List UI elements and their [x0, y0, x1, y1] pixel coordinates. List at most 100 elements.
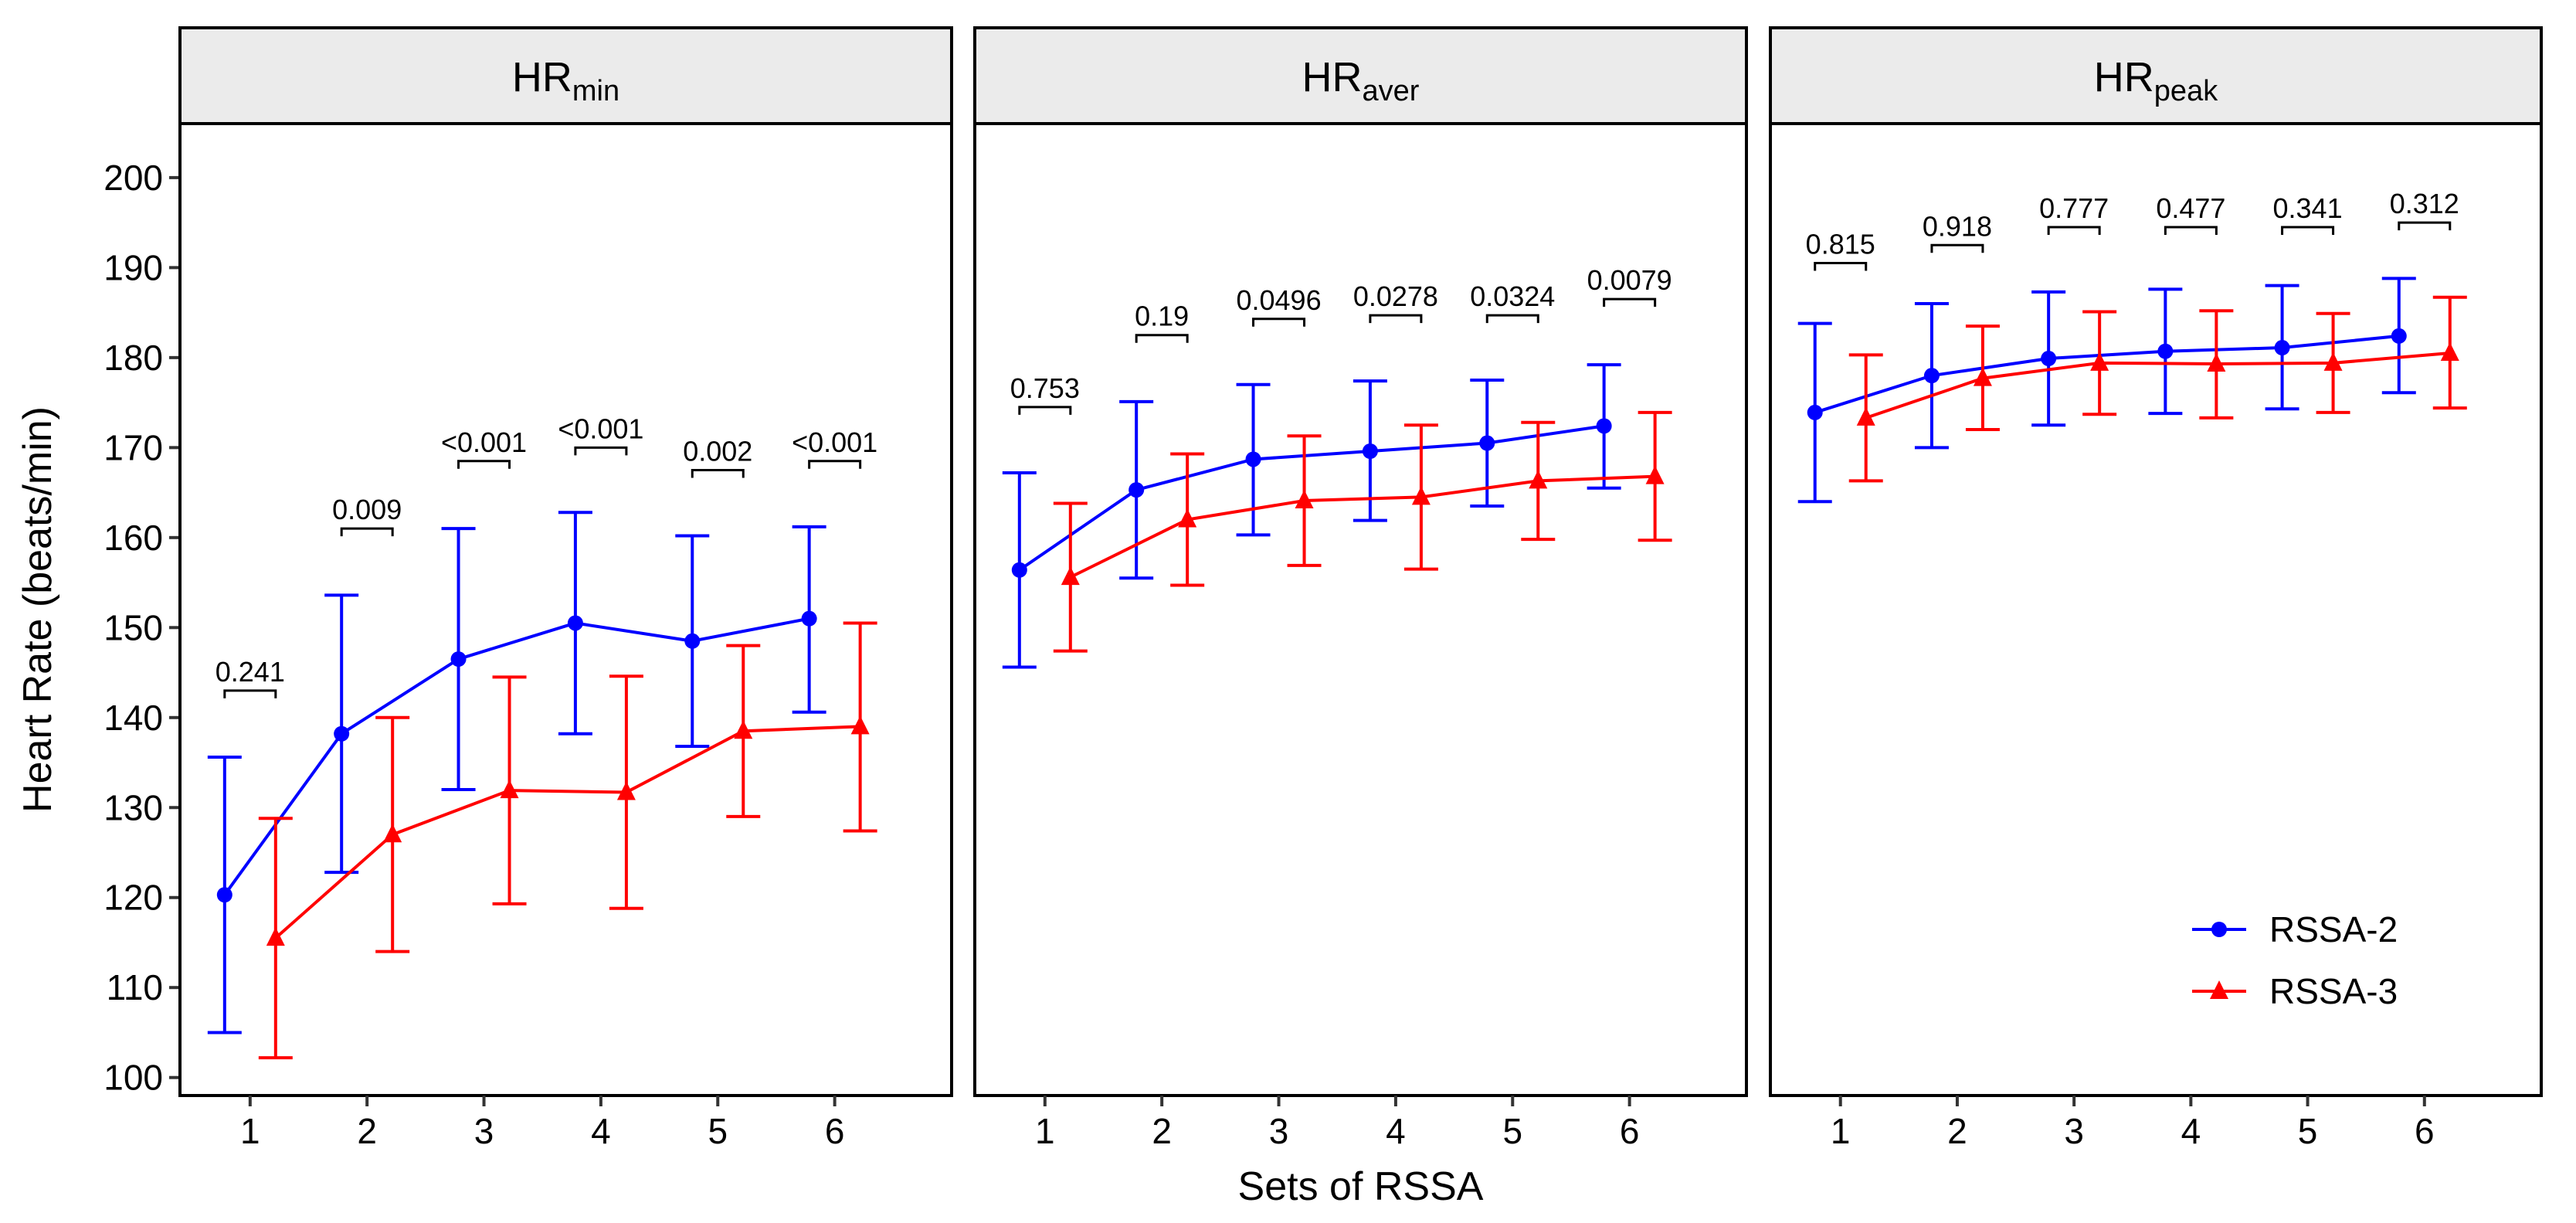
- p-value-bracket: [457, 460, 511, 469]
- p-value-bracket: [2281, 226, 2335, 235]
- facet-panel-2: HRaver 1 2 3 4 5 6 0.753 0.19 0.0496 0.0278 0.0324 0…: [973, 26, 1748, 1151]
- data-point-triangle: [383, 824, 402, 843]
- data-point-triangle: [266, 927, 285, 946]
- x-tick-label: 3: [1269, 1111, 1289, 1151]
- x-tick-label: 1: [1035, 1111, 1055, 1151]
- data-point-circle: [216, 887, 232, 903]
- facet-strip: [1769, 26, 2543, 125]
- p-value-bracket: [2164, 226, 2218, 235]
- data-point-triangle: [734, 720, 753, 739]
- facet-title-sub: min: [572, 75, 619, 107]
- data-point-circle: [2041, 351, 2057, 367]
- p-value-label: 0.777: [2039, 192, 2109, 224]
- x-tick-label: 6: [2415, 1111, 2435, 1151]
- facet-title: HRmin: [512, 54, 619, 107]
- x-tick-label: 4: [591, 1111, 611, 1151]
- y-tick-label: 110: [107, 967, 163, 1007]
- p-value-label: 0.0079: [1587, 264, 1672, 296]
- x-tick-label: 1: [1831, 1111, 1851, 1151]
- series-line-rssa-3: [1069, 474, 1655, 579]
- y-tick-label: 140: [104, 698, 163, 738]
- p-value-bracket: [691, 468, 745, 478]
- x-tick-label: 5: [2298, 1111, 2318, 1151]
- y-tick-label: 150: [104, 607, 163, 647]
- data-point-triangle: [1529, 470, 1548, 489]
- data-point-triangle: [1645, 465, 1665, 484]
- data-point-triangle: [2440, 342, 2459, 362]
- x-tick-label: 3: [2064, 1111, 2084, 1151]
- series-line-rssa-2: [1814, 334, 2399, 414]
- data-point-circle: [1596, 418, 1612, 434]
- data-point-circle: [2391, 328, 2407, 344]
- data-point-circle: [334, 725, 350, 742]
- y-tick-label: 200: [104, 158, 163, 198]
- data-point-circle: [801, 610, 817, 627]
- p-value-label: 0.19: [1135, 301, 1189, 332]
- x-tick-label: 3: [474, 1111, 494, 1151]
- panel-frame: [1769, 122, 2543, 1097]
- p-value-label: 0.0324: [1470, 280, 1555, 312]
- y-tick-label: 160: [104, 518, 163, 558]
- p-value-label: <0.001: [558, 413, 643, 444]
- data-point-circle: [1128, 482, 1145, 498]
- x-axis-title: Sets of RSSA: [1238, 1164, 1484, 1209]
- data-point-triangle: [1178, 508, 1197, 528]
- p-value-bracket: [1369, 314, 1423, 324]
- x-tick-label: 5: [708, 1111, 728, 1151]
- facet-title-sub: peak: [2154, 75, 2218, 107]
- facet-title: HRaver: [1302, 54, 1420, 107]
- data-point-circle: [684, 633, 701, 649]
- p-value-label: 0.002: [683, 435, 752, 467]
- data-point-triangle: [2323, 352, 2343, 371]
- data-point-circle: [2274, 340, 2290, 356]
- y-tick-label: 180: [104, 338, 163, 378]
- p-value-bracket: [2398, 221, 2452, 231]
- data-point-triangle: [1411, 486, 1431, 505]
- p-value-bracket: [1485, 314, 1539, 324]
- x-tick-label: 2: [1152, 1111, 1172, 1151]
- series-line-rssa-2: [223, 617, 810, 896]
- facet-panel-1: HRmin 1 2 3 4 5 6 0.241 0.009 <0.001 <0.001 0.002 <0…: [178, 26, 953, 1151]
- p-value-bracket: [223, 689, 277, 698]
- data-point-circle: [1245, 451, 1261, 467]
- data-point-triangle: [1295, 490, 1314, 509]
- data-point-triangle: [1973, 367, 1992, 386]
- legend-label: RSSA-3: [2269, 971, 2398, 1011]
- p-value-label: 0.815: [1806, 229, 1875, 260]
- legend: RSSA-2 RSSA-3: [2192, 909, 2398, 1011]
- p-value-label: 0.009: [332, 494, 402, 525]
- data-point-triangle: [2090, 352, 2109, 371]
- y-tick-label: 130: [104, 787, 163, 827]
- p-value-bracket: [1814, 262, 1868, 271]
- p-value-label: 0.0496: [1236, 284, 1321, 316]
- p-value-bracket: [340, 527, 394, 537]
- p-value-label: 0.341: [2273, 192, 2343, 224]
- x-tick-label: 4: [2181, 1111, 2201, 1151]
- data-point-circle: [2157, 343, 2174, 359]
- series-line-rssa-3: [1865, 352, 2450, 420]
- p-value-label: 0.918: [1923, 210, 1992, 242]
- data-point-circle: [567, 615, 583, 631]
- facet-panel-3: HRpeak 1 2 3 4 5 6 0.815 0.918 0.777 0.477 0.341 0.3…: [1769, 26, 2543, 1151]
- y-axis-title: Heart Rate (beats/min): [15, 406, 60, 813]
- x-tick-label: 2: [1947, 1111, 1967, 1151]
- p-value-label: 0.753: [1010, 372, 1080, 404]
- p-value-bracket: [1135, 334, 1189, 343]
- p-value-bracket: [574, 446, 628, 456]
- facet-strip: [178, 26, 953, 125]
- data-point-triangle: [1856, 406, 1875, 426]
- facet-title-main: HR: [2094, 54, 2154, 100]
- data-point-triangle: [616, 781, 636, 800]
- y-tick-label: 170: [104, 427, 163, 467]
- panel-frame: [973, 122, 1748, 1097]
- x-tick-label: 6: [1620, 1111, 1640, 1151]
- data-point-circle: [1923, 368, 1940, 384]
- facet-title-main: HR: [1302, 54, 1363, 100]
- p-value-label: 0.241: [216, 656, 285, 688]
- y-tick-label: 120: [104, 878, 163, 918]
- legend-key-triangle: [2210, 980, 2228, 999]
- p-value-bracket: [2047, 226, 2101, 235]
- data-point-circle: [1479, 435, 1495, 451]
- series-line-rssa-2: [1018, 424, 1604, 572]
